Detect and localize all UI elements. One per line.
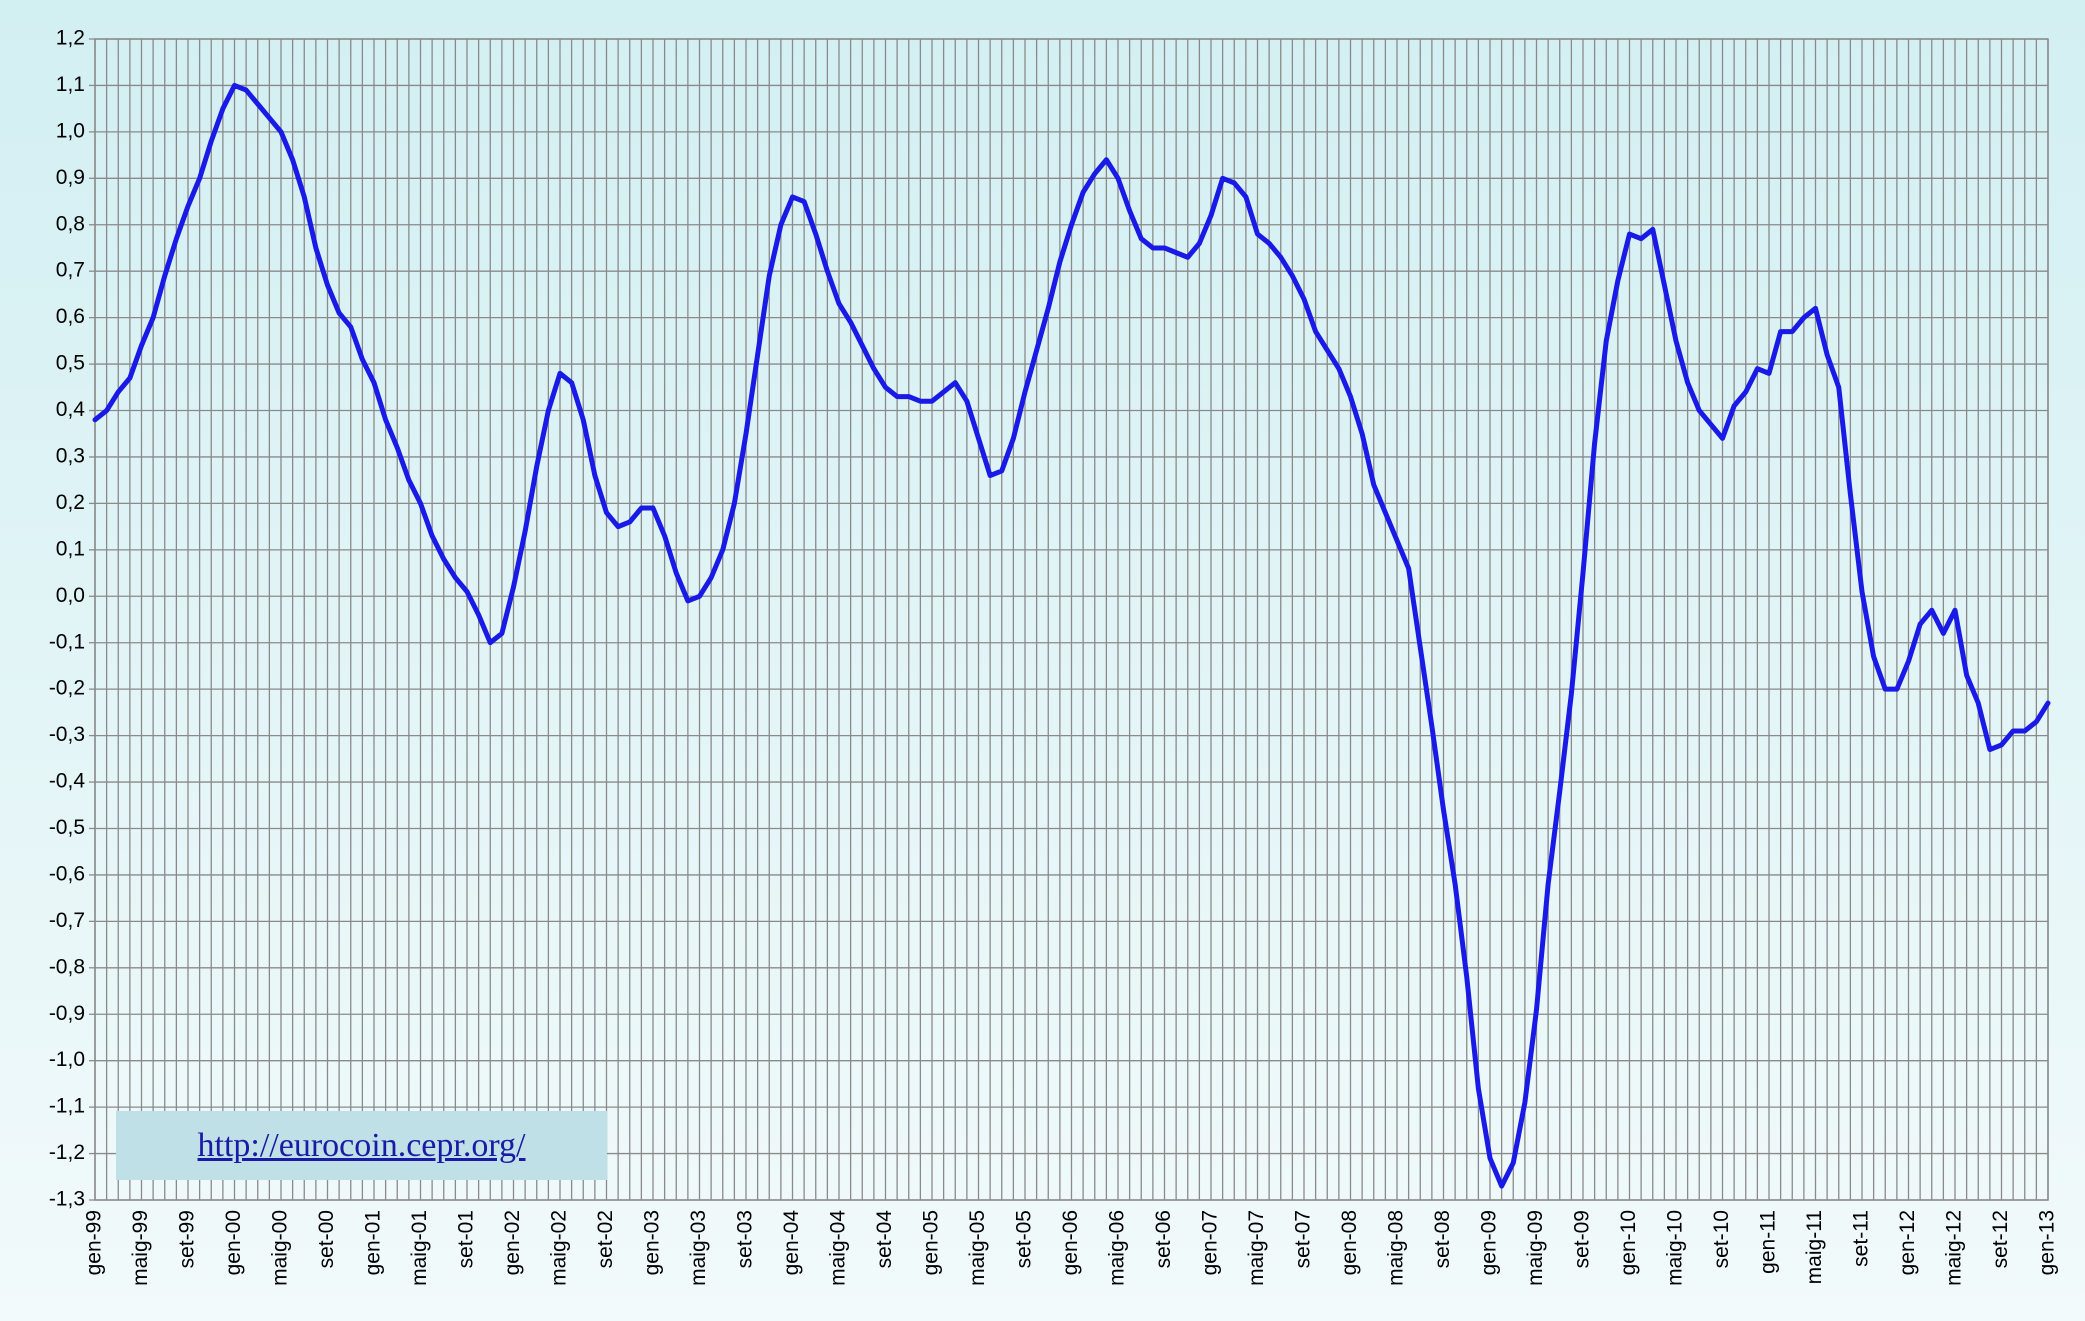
- x-tick-label: gen-07: [1199, 1210, 1222, 1275]
- x-tick-label: gen-13: [2036, 1210, 2059, 1275]
- x-tick-label: gen-99: [83, 1210, 106, 1275]
- x-tick-label: maig-01: [408, 1210, 431, 1286]
- x-tick-label: set-01: [455, 1210, 478, 1268]
- y-tick-label: -0,3: [49, 723, 85, 746]
- y-tick-label: 0,7: [56, 259, 85, 282]
- x-tick-label: gen-10: [1617, 1210, 1640, 1275]
- x-tick-label: set-09: [1571, 1210, 1594, 1268]
- y-tick-label: -0,8: [49, 955, 85, 978]
- y-tick-label: 1,2: [56, 27, 85, 50]
- y-tick-label: -0,2: [49, 677, 85, 700]
- x-tick-label: gen-06: [1059, 1210, 1082, 1275]
- x-tick-label: maig-09: [1524, 1210, 1547, 1286]
- y-tick-label: 0,6: [56, 305, 85, 328]
- x-tick-label: set-10: [1710, 1210, 1733, 1268]
- x-tick-label: maig-00: [269, 1210, 292, 1286]
- y-tick-label: 0,5: [56, 352, 85, 375]
- y-tick-label: -0,6: [49, 862, 85, 885]
- x-tick-label: gen-08: [1338, 1210, 1361, 1275]
- x-tick-label: set-99: [176, 1210, 199, 1268]
- data-line: [92, 82, 2051, 1189]
- x-tick-label: gen-11: [1757, 1210, 1780, 1274]
- y-tick-label: -0,7: [49, 909, 85, 932]
- y-tick-label: 0,3: [56, 445, 85, 468]
- y-tick-label: -0,9: [49, 1002, 85, 1025]
- x-tick-label: maig-08: [1385, 1210, 1408, 1286]
- x-tick-label: set-07: [1292, 1210, 1315, 1268]
- x-tick-label: set-04: [873, 1210, 896, 1269]
- x-tick-label: set-00: [315, 1210, 338, 1268]
- x-tick-label: maig-04: [827, 1210, 850, 1286]
- x-tick-label: set-02: [594, 1210, 617, 1268]
- y-tick-label: -0,1: [49, 630, 85, 653]
- y-tick-label: 0,0: [56, 584, 85, 607]
- x-tick-label: gen-12: [1896, 1210, 1919, 1275]
- x-tick-label: set-06: [1152, 1210, 1175, 1268]
- x-tick-label: gen-03: [641, 1210, 664, 1275]
- x-tick-label: maig-03: [687, 1210, 710, 1286]
- y-tick-label: 0,2: [56, 491, 85, 514]
- x-tick-label: gen-00: [222, 1210, 245, 1275]
- x-tick-label: maig-02: [548, 1210, 571, 1286]
- y-tick-label: -0,5: [49, 816, 85, 839]
- x-tick-label: gen-04: [780, 1210, 803, 1276]
- annotation-link[interactable]: http://eurocoin.cepr.org/: [197, 1126, 526, 1164]
- x-tick-label: maig-10: [1664, 1210, 1687, 1286]
- y-tick-label: -1,3: [49, 1188, 85, 1211]
- x-tick-label: set-08: [1431, 1210, 1454, 1268]
- y-tick-label: 0,1: [56, 537, 85, 560]
- x-tick-label: set-03: [734, 1210, 757, 1268]
- annotation-box: http://eurocoin.cepr.org/: [116, 1111, 607, 1180]
- x-tick-label: gen-02: [501, 1210, 524, 1275]
- y-tick-label: -1,2: [49, 1141, 85, 1164]
- y-tick-label: -0,4: [49, 770, 86, 793]
- y-tick-label: 0,9: [56, 166, 85, 189]
- x-tick-label: maig-07: [1245, 1210, 1268, 1286]
- y-tick-label: 1,1: [56, 73, 85, 96]
- x-tick-label: set-12: [1989, 1210, 2012, 1268]
- y-tick-label: -1,0: [49, 1048, 85, 1071]
- y-tick-label: -1,1: [49, 1095, 85, 1118]
- y-tick-label: 1,0: [56, 119, 85, 142]
- x-tick-label: set-05: [1013, 1210, 1036, 1268]
- x-tick-label: maig-11: [1803, 1210, 1826, 1284]
- x-tick-label: set-11: [1850, 1210, 1873, 1267]
- x-tick-label: gen-05: [920, 1210, 943, 1275]
- x-tick-label: gen-09: [1478, 1210, 1501, 1275]
- y-tick-label: 0,4: [56, 398, 86, 421]
- x-tick-label: maig-05: [966, 1210, 989, 1286]
- x-tick-label: maig-99: [129, 1210, 152, 1286]
- y-tick-label: 0,8: [56, 212, 85, 235]
- x-tick-label: maig-06: [1106, 1210, 1129, 1286]
- x-tick-label: gen-01: [362, 1210, 385, 1275]
- x-tick-label: maig-12: [1943, 1210, 1966, 1286]
